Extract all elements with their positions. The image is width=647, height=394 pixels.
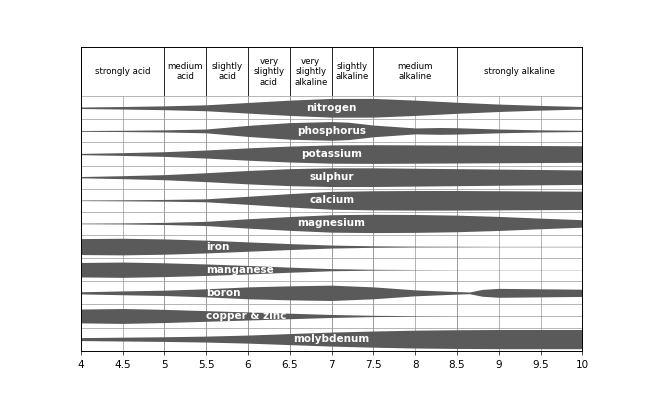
Text: strongly alkaline: strongly alkaline [484,67,555,76]
Text: nitrogen: nitrogen [307,103,356,113]
Text: strongly acid: strongly acid [95,67,150,76]
Text: molybdenum: molybdenum [294,334,369,344]
Text: magnesium: magnesium [298,218,366,229]
Text: slightly
acid: slightly acid [212,62,243,82]
Text: medium
acid: medium acid [168,62,203,82]
Text: calcium: calcium [309,195,354,205]
Text: slightly
alkaline: slightly alkaline [336,62,369,82]
Text: medium
alkaline: medium alkaline [397,62,433,82]
Text: boron: boron [206,288,241,298]
Text: sulphur: sulphur [309,172,354,182]
Text: manganese: manganese [206,265,274,275]
Text: very
slightly
acid: very slightly acid [254,57,285,87]
Text: very
slightly
alkaline: very slightly alkaline [294,57,327,87]
Text: iron: iron [206,242,230,251]
Text: copper & zinc: copper & zinc [206,311,287,321]
Text: phosphorus: phosphorus [297,126,366,136]
Text: potassium: potassium [301,149,362,159]
